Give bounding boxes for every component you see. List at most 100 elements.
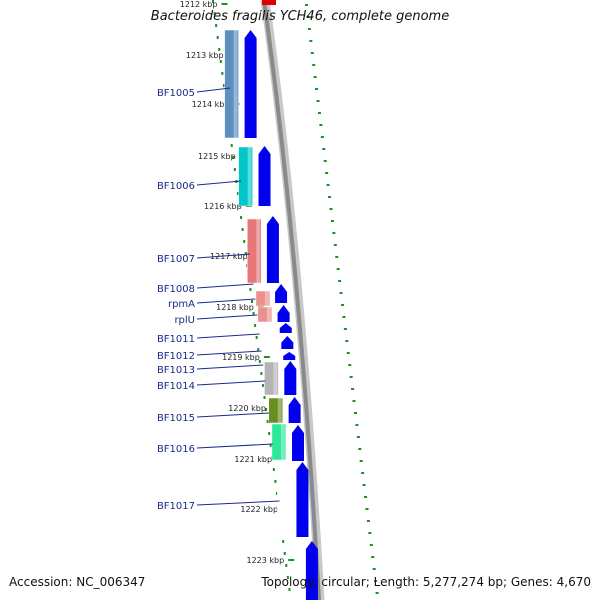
gene-box[interactable] [255, 290, 271, 307]
gc-tick [252, 312, 255, 315]
genome-backbone-line [262, 0, 321, 600]
gc-tick [305, 4, 308, 6]
gene-leader-line [196, 333, 260, 339]
gc-tick [364, 496, 368, 498]
gc-tick [326, 184, 330, 186]
gc-tick [312, 64, 316, 66]
gc-tick [329, 208, 333, 210]
gc-tick [257, 348, 260, 351]
orf-arrow[interactable] [258, 146, 271, 206]
orf-arrow[interactable] [279, 323, 292, 333]
gene-label-rpma[interactable]: rpmA [168, 299, 195, 310]
gc-tick [365, 508, 369, 510]
orf-arrow[interactable] [277, 305, 290, 322]
orf-arrow[interactable] [281, 336, 294, 349]
kbp-label: 1222 kbp [240, 505, 278, 514]
gc-tick [351, 388, 355, 390]
orf-arrow[interactable] [275, 284, 288, 303]
gc-tick [263, 396, 266, 399]
gene-box[interactable] [264, 361, 279, 396]
gc-tick [243, 240, 246, 243]
gene-track [224, 29, 292, 534]
gc-tick [371, 556, 375, 558]
gene-label-bf1014[interactable]: BF1014 [157, 381, 195, 392]
gc-tick [306, 16, 310, 18]
gene-box[interactable] [224, 29, 239, 139]
gene-label-bf1012[interactable]: BF1012 [157, 351, 195, 362]
gc-tick [309, 40, 313, 42]
gc-tick [258, 360, 261, 363]
gc-tick [341, 304, 344, 306]
gc-tick [216, 36, 219, 39]
kbp-label: 1218 kbp [216, 303, 254, 312]
gene-label-bf1005[interactable]: BF1005 [157, 88, 195, 99]
gc-tick [286, 576, 289, 579]
gc-tick [343, 328, 347, 330]
gene-leader-line [196, 298, 256, 304]
kbp-label: 1221 kbp [234, 455, 272, 464]
gene-box-highlight [277, 398, 282, 423]
orf-arrow[interactable] [305, 541, 318, 600]
gc-tick [355, 424, 359, 426]
gc-tick [349, 376, 353, 378]
gc-tick [222, 84, 225, 87]
gc-tick [328, 196, 332, 198]
gene-box[interactable] [271, 423, 287, 461]
gc-tick [335, 256, 339, 258]
gene-label-bf1011[interactable]: BF1011 [157, 334, 195, 345]
gene-box-highlight [273, 362, 278, 395]
gc-tick [285, 564, 288, 567]
gc-tick [366, 520, 370, 522]
gc-tick [374, 580, 378, 582]
orf-arrow[interactable] [266, 216, 279, 283]
gene-label-bf1015[interactable]: BF1015 [157, 413, 195, 424]
gene-box[interactable] [247, 218, 262, 284]
gene-box[interactable] [238, 146, 253, 207]
orf-arrow[interactable] [284, 361, 297, 395]
gene-leader-line [196, 364, 264, 370]
gc-tick [219, 60, 222, 63]
gc-tick [244, 252, 247, 255]
orf-arrow[interactable] [283, 352, 296, 360]
gc-tick [215, 24, 218, 27]
gc-tick [369, 544, 373, 546]
gene-box[interactable] [268, 397, 284, 424]
gc-tick [362, 484, 366, 486]
gene-label-bf1016[interactable]: BF1016 [157, 444, 195, 455]
gc-tick [316, 100, 320, 102]
gene-box[interactable] [257, 306, 273, 323]
gc-tick [315, 88, 319, 90]
gc-tick [317, 112, 321, 114]
gene-box-highlight [280, 424, 285, 460]
gc-tick [232, 156, 235, 159]
gc-tick [212, 0, 214, 3]
gc-tick [325, 172, 329, 174]
gene-label-bf1006[interactable]: BF1006 [157, 181, 195, 192]
orf-arrow[interactable] [292, 425, 304, 461]
gc-tick [272, 468, 275, 471]
gc-tick [254, 324, 257, 327]
gene-box-highlight [266, 307, 271, 322]
gc-tick [261, 384, 264, 387]
gc-tick [260, 372, 263, 375]
kbp-label: 1212 kbp [180, 0, 218, 9]
kbp-label: 1220 kbp [228, 404, 266, 413]
orf-arrow[interactable] [296, 462, 309, 537]
gene-leader-line [196, 87, 231, 93]
orf-arrow[interactable] [288, 397, 301, 423]
gene-label-rplu[interactable]: rplU [174, 315, 195, 326]
gene-label-bf1007[interactable]: BF1007 [157, 254, 195, 265]
gene-box-highlight [233, 30, 238, 138]
gc-tick [359, 460, 363, 462]
gc-tick [268, 432, 271, 435]
gene-label-bf1013[interactable]: BF1013 [157, 365, 195, 376]
gc-tick [255, 336, 258, 339]
gc-tick [319, 124, 323, 126]
gene-label-bf1017[interactable]: BF1017 [157, 501, 195, 512]
gene-label-bf1008[interactable]: BF1008 [157, 284, 195, 295]
gc-tick [313, 76, 317, 78]
gc-tick [221, 72, 224, 75]
gc-tick [322, 148, 326, 150]
gc-tick [307, 28, 311, 30]
orf-arrow[interactable] [244, 30, 257, 138]
